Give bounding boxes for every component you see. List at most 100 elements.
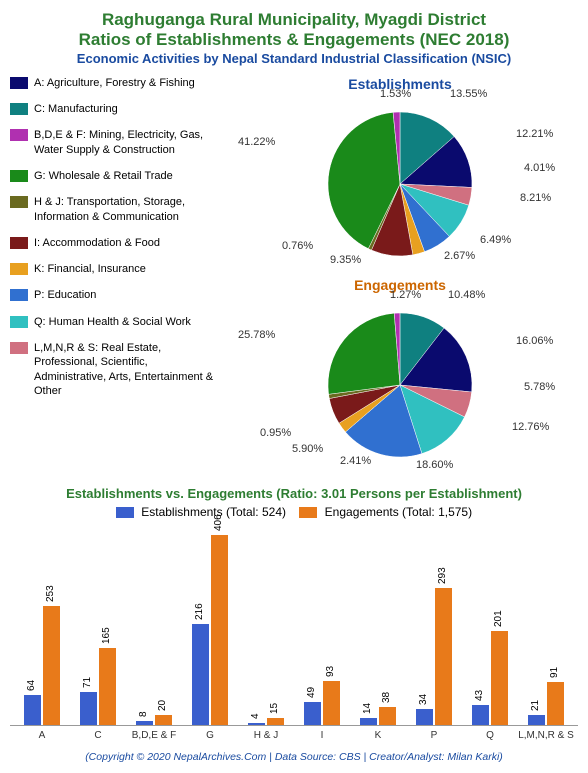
legend-item: K: Financial, Insurance xyxy=(10,262,220,276)
legend-item: A: Agriculture, Forestry & Fishing xyxy=(10,76,220,90)
title-line1: Raghuganga Rural Municipality, Myagdi Di… xyxy=(102,10,486,29)
bar-x-label: L,M,N,R & S xyxy=(518,730,574,741)
bar-value: 293 xyxy=(437,567,448,584)
bar-chart: 64 253 71 165 8 20 216 406 4 15 49 xyxy=(10,525,578,726)
bar-group: 34 293 xyxy=(406,588,462,725)
legend-swatch xyxy=(10,170,28,182)
bar-establishment: 4 xyxy=(248,723,265,725)
pie-slice-label: 9.35% xyxy=(330,254,361,266)
legend-swatch xyxy=(10,263,28,275)
legend-swatch xyxy=(10,103,28,115)
bar-x-label: C xyxy=(70,730,126,741)
bar-group: 49 93 xyxy=(294,681,350,725)
bar-value: 14 xyxy=(362,703,373,714)
bar-establishment: 49 xyxy=(304,702,321,725)
bar-x-label: B,D,E & F xyxy=(126,730,182,741)
bar-group: 71 165 xyxy=(70,648,126,725)
top-section: A: Agriculture, Forestry & Fishing C: Man… xyxy=(10,76,578,478)
bar-engagement: 406 xyxy=(211,535,228,725)
legend-swatch xyxy=(10,77,28,89)
legend-swatch xyxy=(10,196,28,208)
bar-value: 49 xyxy=(306,687,317,698)
legend-label: G: Wholesale & Retail Trade xyxy=(34,169,173,183)
pie-slice-label: 0.76% xyxy=(282,240,313,252)
bar-engagement: 20 xyxy=(155,715,172,724)
bar-establishment: 71 xyxy=(80,692,97,725)
legend-swatch xyxy=(10,316,28,328)
bar-engagement: 165 xyxy=(99,648,116,725)
bar-group: 43 201 xyxy=(462,631,518,725)
legend-label: K: Financial, Insurance xyxy=(34,262,146,276)
footer-text: (Copyright © 2020 NepalArchives.Com | Da… xyxy=(10,751,578,763)
pie-slice-label: 4.01% xyxy=(524,162,555,174)
bar-value: 64 xyxy=(26,680,37,691)
bar-x-label: G xyxy=(182,730,238,741)
legend-swatch xyxy=(10,237,28,249)
bar-establishment: 8 xyxy=(136,721,153,725)
pie-slice-label: 2.67% xyxy=(444,250,475,262)
bar-value: 15 xyxy=(269,703,280,714)
bar-engagement: 15 xyxy=(267,718,284,725)
bar-chart-title: Establishments vs. Engagements (Ratio: 3… xyxy=(10,486,578,501)
bar-value: 91 xyxy=(549,667,560,678)
bar-x-label: H & J xyxy=(238,730,294,741)
bar-engagement: 293 xyxy=(435,588,452,725)
bar-value: 93 xyxy=(325,666,336,677)
pie-slice-label: 1.53% xyxy=(380,88,411,100)
bar-group: 64 253 xyxy=(14,606,70,724)
pie1-wrap: 13.55%12.21%4.01%8.21%6.49%2.67%9.35%0.7… xyxy=(230,92,570,277)
legend-item: Q: Human Health & Social Work xyxy=(10,315,220,329)
bar-x-label: A xyxy=(14,730,70,741)
subtitle: Economic Activities by Nepal Standard In… xyxy=(10,51,578,66)
legend-label: B,D,E & F: Mining, Electricity, Gas, Wat… xyxy=(34,128,220,157)
bar-engagement: 91 xyxy=(547,682,564,725)
bar-legend-swatch-2 xyxy=(299,507,317,518)
legend-column: A: Agriculture, Forestry & Fishing C: Man… xyxy=(10,76,230,478)
legend-item: L,M,N,R & S: Real Estate, Professional, … xyxy=(10,341,220,398)
legend-label: A: Agriculture, Forestry & Fishing xyxy=(34,76,195,90)
main-title: Raghuganga Rural Municipality, Myagdi Di… xyxy=(10,10,578,51)
pie-slice-label: 6.49% xyxy=(480,234,511,246)
bar-engagement: 253 xyxy=(43,606,60,724)
pie-slice-label: 18.60% xyxy=(416,459,453,471)
bar-value: 34 xyxy=(418,694,429,705)
bar-establishment: 216 xyxy=(192,624,209,725)
pie-slice-label: 2.41% xyxy=(340,455,371,467)
legend-swatch xyxy=(10,289,28,301)
legend-swatch xyxy=(10,342,28,354)
pie-slice-label: 12.76% xyxy=(512,421,549,433)
legend-item: C: Manufacturing xyxy=(10,102,220,116)
bar-value: 406 xyxy=(213,514,224,531)
bar-establishment: 14 xyxy=(360,718,377,725)
bar-group: 216 406 xyxy=(182,535,238,725)
legend-item: I: Accommodation & Food xyxy=(10,236,220,250)
bar-legend-swatch-1 xyxy=(116,507,134,518)
pie-slice-label: 5.90% xyxy=(292,443,323,455)
pie-slice-label: 0.95% xyxy=(260,427,291,439)
bar-engagement: 201 xyxy=(491,631,508,725)
bar-value: 71 xyxy=(82,676,93,687)
bar-value: 20 xyxy=(157,700,168,711)
bar-group: 8 20 xyxy=(126,715,182,724)
legend-label: P: Education xyxy=(34,288,96,302)
bar-engagement: 38 xyxy=(379,707,396,725)
bar-value: 4 xyxy=(250,713,261,719)
bar-establishment: 21 xyxy=(528,715,545,725)
legend-item: H & J: Transportation, Storage, Informat… xyxy=(10,195,220,224)
legend-item: P: Education xyxy=(10,288,220,302)
bar-value: 165 xyxy=(101,627,112,644)
pies-column: Establishments 13.55%12.21%4.01%8.21%6.4… xyxy=(230,76,570,478)
bar-establishment: 64 xyxy=(24,695,41,725)
pie-slice-label: 5.78% xyxy=(524,381,555,393)
bar-x-label: P xyxy=(406,730,462,741)
pie-slice-label: 13.55% xyxy=(450,88,487,100)
bar-group: 21 91 xyxy=(518,682,574,725)
title-line2: Ratios of Establishments & Engagements (… xyxy=(79,30,510,49)
pie-slice-label: 12.21% xyxy=(516,128,553,140)
pie-slice-label: 25.78% xyxy=(238,329,275,341)
legend-swatch xyxy=(10,129,28,141)
legend-label: C: Manufacturing xyxy=(34,102,118,116)
bar-value: 38 xyxy=(381,692,392,703)
bar-legend-label-2: Engagements (Total: 1,575) xyxy=(325,505,472,519)
pie-slice-label: 16.06% xyxy=(516,335,553,347)
